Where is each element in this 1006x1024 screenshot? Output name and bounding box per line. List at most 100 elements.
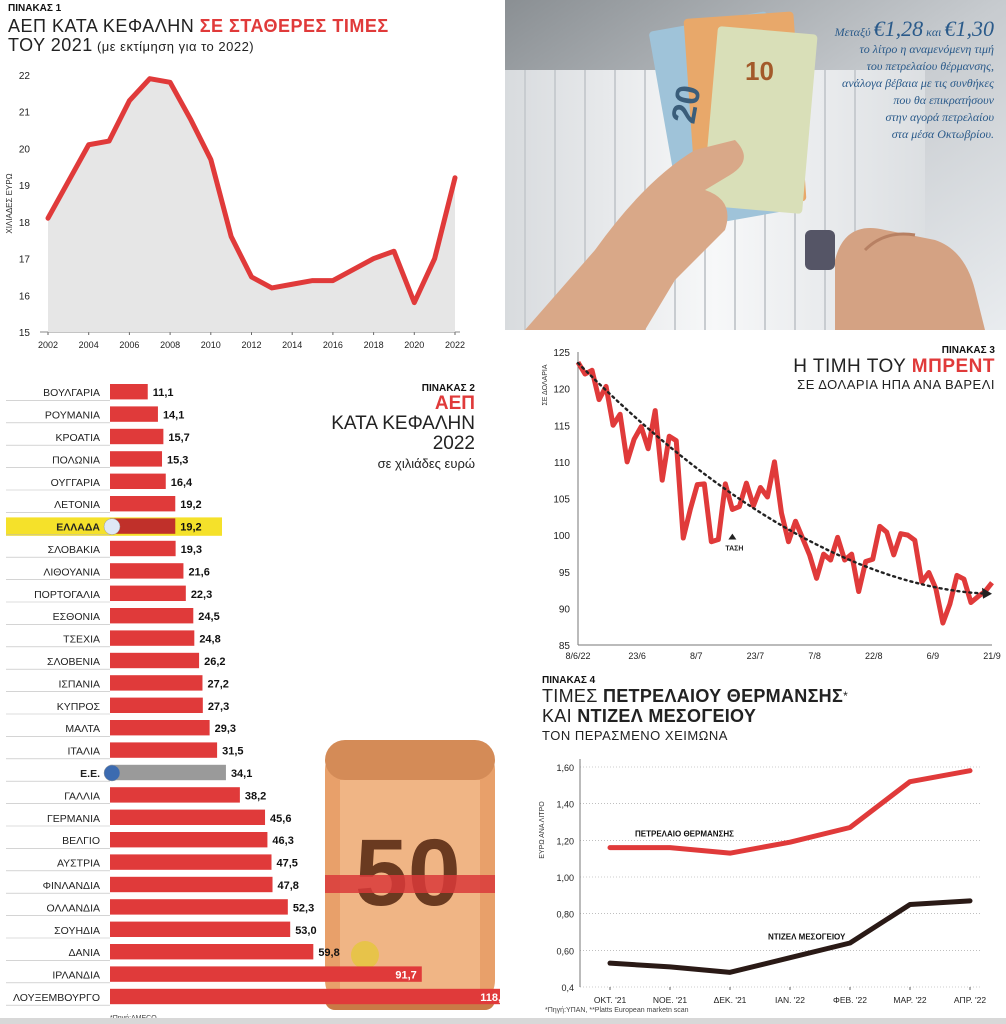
bar-value-label: 34,1 xyxy=(231,768,252,780)
bar-category-label: ΣΟΥΗΔΙΑ xyxy=(54,925,100,937)
panel2-title-b: ΚΑΤΑ ΚΕΦΑΛΗΝ xyxy=(331,413,475,434)
panel3-chart: ΣΕ ΔΟΛΑΡΙΑ 85 90 95 100 105 110 115 120 125 8/6/22… xyxy=(542,348,1001,661)
bar xyxy=(110,720,210,736)
panel1-title-c: ΤΟΥ 2021 xyxy=(8,35,93,55)
panel3-ytick: 110 xyxy=(554,458,570,469)
panel1-ytick: 18 xyxy=(19,218,31,229)
bar xyxy=(110,585,186,601)
bar-value-label: 27,2 xyxy=(207,678,228,690)
bar xyxy=(110,742,218,758)
bar xyxy=(110,966,422,982)
bar-value-label: 27,3 xyxy=(208,701,229,713)
bar xyxy=(110,921,291,937)
bar-category-label: Ε.Ε. xyxy=(80,768,100,780)
panel4-xtick: ΜΑΡ. '22 xyxy=(893,995,926,1005)
bar xyxy=(110,496,176,512)
bar-category-label: ΓΑΛΛΙΑ xyxy=(64,790,100,802)
bar-category-label: ΒΟΥΛΓΑΡΙΑ xyxy=(43,387,100,399)
bar-value-label: 15,7 xyxy=(168,432,189,444)
banknote-roll-illustration: 50 xyxy=(325,740,495,1010)
bar-category-label: ΛΕΤΟΝΙΑ xyxy=(54,499,100,511)
panel2-chart: ΒΟΥΛΓΑΡΙΑ 11,1 ΡΟΥΜΑΝΙΑ 14,1 ΚΡΟΑΤΙΑ 15,7 ΠΟΛΩ… xyxy=(6,384,500,1022)
bar xyxy=(110,563,184,579)
bar-value-label: 19,2 xyxy=(180,522,201,534)
panel1-title: ΑΕΠ ΚΑΤΑ ΚΕΦΑΛΗΝ ΣΕ ΣΤΑΘΕΡΕΣ ΤΙΜΕΣ xyxy=(8,16,389,37)
bar-value-label: 53,0 xyxy=(295,925,316,937)
panel2-header: ΠΙΝΑΚΑΣ 2 ΑΕΠ ΚΑΤΑ ΚΕΦΑΛΗΝ 2022 σε χιλιά… xyxy=(290,383,475,471)
panel1-title-a: ΑΕΠ ΚΑΤΑ ΚΕΦΑΛΗΝ xyxy=(8,16,200,36)
bar xyxy=(110,787,240,803)
panel4-ytick: 1,40 xyxy=(556,800,574,810)
panel3-ytick: 90 xyxy=(559,604,571,615)
panel4-ytick: 1,60 xyxy=(556,763,574,773)
panel4-xtick: ΟΚΤ. '21 xyxy=(594,995,627,1005)
panel1-title-b: ΣΕ ΣΤΑΘΕΡΕΣ ΤΙΜΕΣ xyxy=(199,16,389,36)
panel3-trend-arrowhead xyxy=(982,587,992,599)
bar-value-label: 47,5 xyxy=(277,858,298,870)
bar xyxy=(110,899,288,915)
panel1-ytick: 16 xyxy=(19,291,31,302)
panel1-xtick: 2016 xyxy=(323,340,343,350)
svg-text:50: 50 xyxy=(355,820,461,926)
panel1-xtick: 2010 xyxy=(201,340,221,350)
caption-headline: Μεταξύ €1,28 και €1,30 xyxy=(834,16,994,41)
panel2-subtitle: σε χιλιάδες ευρώ xyxy=(377,456,475,471)
bar-value-label: 52,3 xyxy=(293,902,314,914)
radiator-photo: 20 10 xyxy=(505,0,1006,330)
bar xyxy=(110,854,272,870)
caption-line: ανάλογα βέβαια με τις συνθήκες xyxy=(842,76,994,90)
bar xyxy=(110,473,166,489)
panel1-xtick: 2006 xyxy=(119,340,139,350)
panel3-xtick: 8/6/22 xyxy=(565,651,590,661)
panel3-xtick: 7/8 xyxy=(808,651,821,661)
bar-category-label: ΤΣΕΧΙΑ xyxy=(63,634,100,646)
panel3-ytick: 105 xyxy=(553,495,570,506)
bar-value-label: 14,1 xyxy=(163,410,184,422)
panel4-title-line2: ΚΑΙ ΝΤΙΖΕΛ ΜΕΣΟΓΕΙΟΥ xyxy=(542,706,757,726)
panel3-xtick: 8/7 xyxy=(690,651,703,661)
bar xyxy=(110,630,195,646)
eu-flag-icon xyxy=(103,764,121,782)
bar-category-label: ΠΟΡΤΟΓΑΛΙΑ xyxy=(34,589,100,601)
panel3-subtitle: ΣΕ ΔΟΛΑΡΙΑ ΗΠΑ ΑΝΑ ΒΑΡΕΛΙ xyxy=(797,377,995,392)
panel4-ylabel: ΕΥΡΩ ΑΝΑ ΛΙΤΡΟ xyxy=(539,801,546,859)
bar xyxy=(110,988,500,1005)
footer-strip xyxy=(0,1018,1006,1024)
panel4-xtick: ΙΑΝ. '22 xyxy=(775,995,805,1005)
panel4-series-line xyxy=(607,768,973,856)
panel1-area xyxy=(48,78,455,332)
greece-flag-icon xyxy=(103,518,121,535)
panel1-xtick: 2022 xyxy=(445,340,465,350)
panel4-chart: ΕΥΡΩ ΑΝΑ ΛΙΤΡΟ 0,4 0,60 0,80 1,00 1,20 1,40 1,6… xyxy=(539,759,986,1005)
panel3-xtick: 6/9 xyxy=(927,651,940,661)
bar xyxy=(110,832,268,848)
bar xyxy=(110,540,176,557)
caption-line: που θα επικρατήσουν xyxy=(893,93,994,107)
panel3-title: Η ΤΙΜΗ ΤΟΥ ΜΠΡΕΝΤ xyxy=(793,356,995,377)
panel3-ylabel: ΣΕ ΔΟΛΑΡΙΑ xyxy=(542,364,549,405)
bar-category-label: ΜΑΛΤΑ xyxy=(65,723,100,735)
bar-category-label: ΙΤΑΛΙΑ xyxy=(68,746,101,758)
panel4-xtick: ΑΠΡ. '22 xyxy=(954,995,986,1005)
panel3-ytick: 100 xyxy=(553,531,570,542)
caption-line: στα μέσα Οκτωβρίου. xyxy=(891,127,994,141)
panel3-trend-label: ΤΑΣΗ xyxy=(725,545,743,552)
panel4-tag: ΠΙΝΑΚΑΣ 4 xyxy=(542,675,596,686)
bar-value-label: 91,7 xyxy=(395,970,416,982)
bar-value-label: 46,3 xyxy=(272,835,293,847)
bar xyxy=(110,764,226,781)
bar-value-label: 38,2 xyxy=(245,790,266,802)
panel2-title-a: ΑΕΠ xyxy=(434,393,475,414)
bar xyxy=(110,697,203,713)
bar-category-label: ΑΥΣΤΡΙΑ xyxy=(57,858,100,870)
bar-category-label: ΕΛΛΑΔΑ xyxy=(56,522,100,534)
svg-text:20: 20 xyxy=(665,82,709,126)
panel4-ytick: 0,60 xyxy=(556,946,574,956)
bar-category-label: ΟΛΛΑΝΔΙΑ xyxy=(46,902,100,914)
panel4-source: *Πηγή:ΥΠΑΝ, **Platts European marketn sc… xyxy=(545,1007,689,1014)
panel3-ytick: 95 xyxy=(559,568,571,579)
panel4-xtick: ΔΕΚ. '21 xyxy=(714,995,747,1005)
panel4-ytick: 1,20 xyxy=(556,836,574,846)
panel1-chart: ΧΙΛΙΑΔΕΣ ΕΥΡΩ 15 16 17 18 19 20 21 22 2002 2004 200… xyxy=(5,71,465,350)
panel1-ytick: 21 xyxy=(19,108,31,119)
